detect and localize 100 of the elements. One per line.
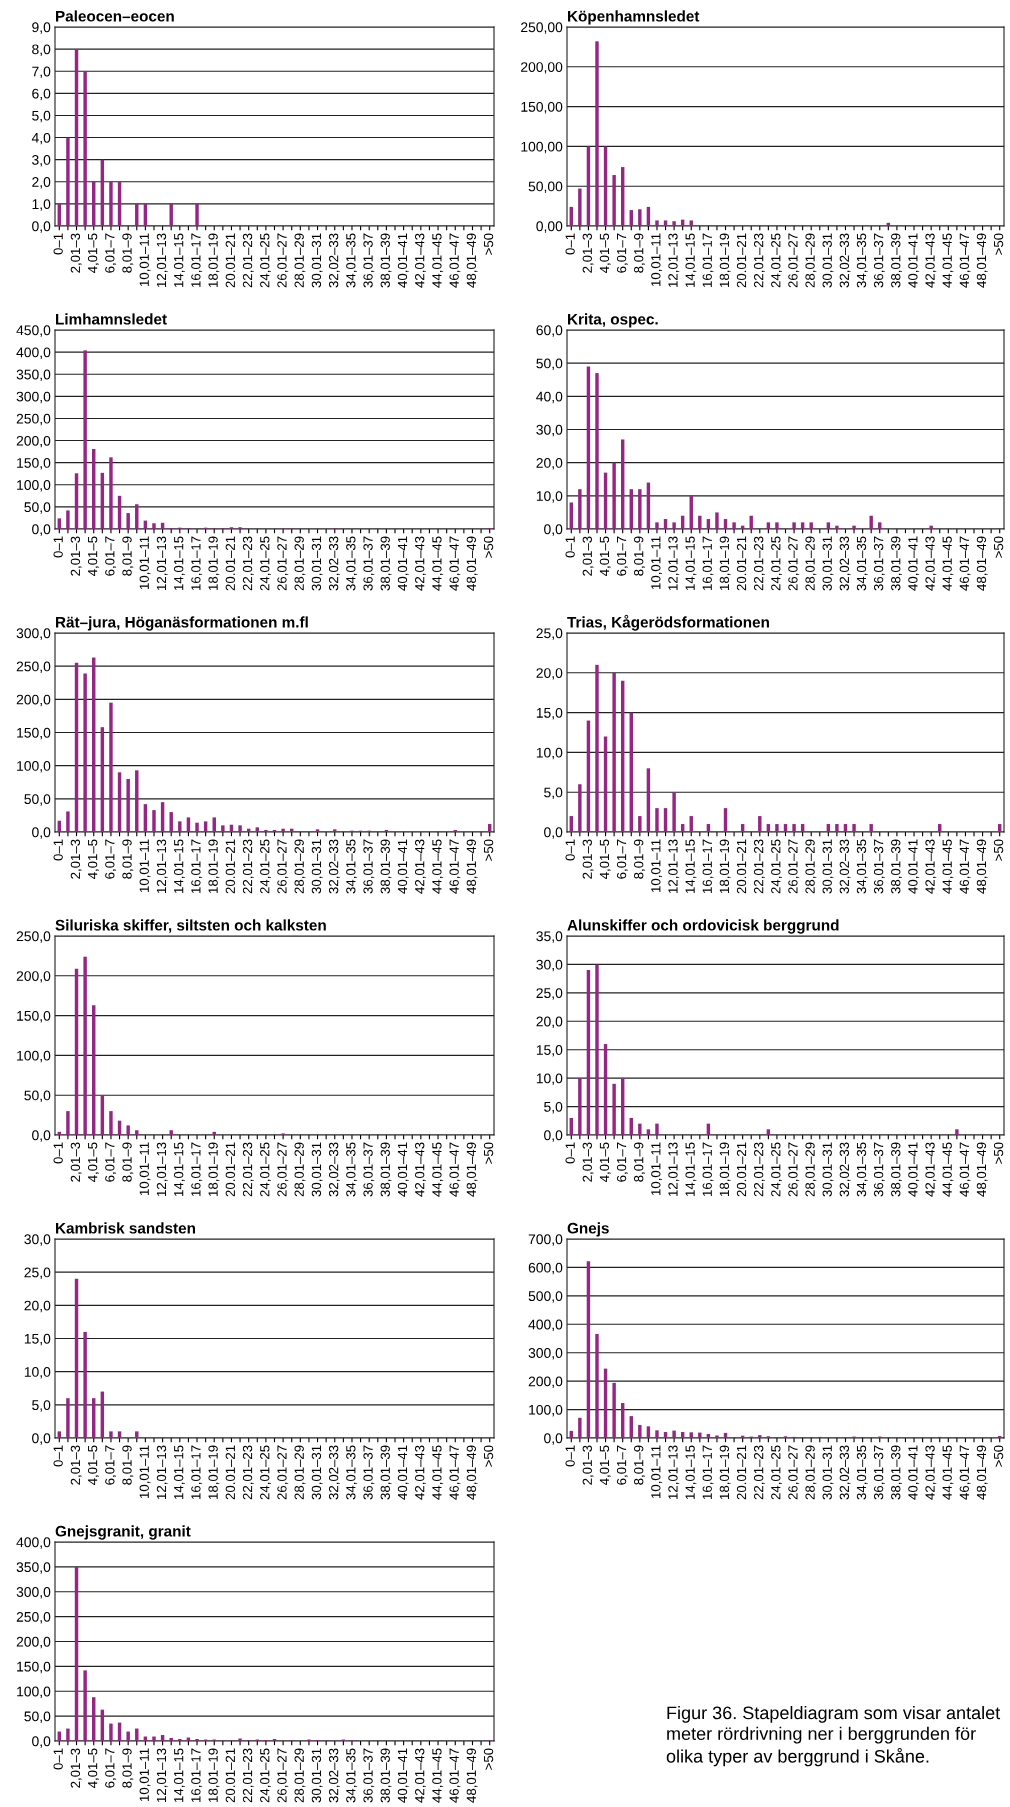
y-tick-label: 100,00 [521,141,563,154]
x-tick-label: 8,01–9 [122,839,134,879]
y-tick-label: 600,0 [528,1262,563,1275]
bar [612,1083,616,1135]
x-tick-label: 14,01–15 [174,839,185,893]
x-tick-label: 48,01–49 [976,1445,988,1500]
x-tick-label: 48,01–49 [976,1142,988,1197]
bar [186,817,191,832]
bar [83,956,87,1135]
x-tick-label: 14,01–15 [174,1142,185,1196]
x-tick-label: 6,01–7 [105,839,117,879]
x-tick-label: 22,01–23 [753,1445,765,1500]
x-tick-label: 28,01–29 [294,1445,306,1500]
bar [869,515,873,529]
bar [578,188,582,226]
bar [126,1125,130,1135]
bar [689,220,693,226]
bar [578,784,582,832]
y-tick-label: 0,0 [32,221,51,233]
y-tick-label: 50,00 [528,181,563,194]
bar [83,350,87,529]
y-tick-label: 50,0 [24,794,51,806]
x-tick-label: 38,01–39 [891,1142,902,1197]
x-tick-label: 42,01–43 [415,536,426,591]
y-tick-label: 30,0 [536,959,563,972]
x-tick-label: 48,01–49 [976,839,988,894]
x-tick-label: >50 [483,1748,494,1770]
x-tick-label: 38,01–39 [380,1142,392,1197]
x-tick-label: 2,01–3 [582,233,594,273]
x-tick-label: 10,01–11 [651,1445,663,1498]
x-tick-label: 28,01–29 [294,233,306,288]
y-tick-label: 60,0 [536,325,563,337]
x-tick-label: 22,01–23 [242,233,254,288]
x-tick-label: 8,01–9 [634,1142,645,1182]
bar [333,829,337,832]
bar [689,1432,693,1438]
x-tick-label: 10,01–11 [139,839,151,892]
x-tick-label: 36,01–37 [873,839,885,894]
x-tick-label: 46,01–47 [959,839,971,894]
y-tick-label: 8,0 [32,44,51,56]
x-tick-label: 34,01–35 [346,1445,358,1500]
bar [109,181,113,226]
x-tick-label: 42,01–43 [925,1142,937,1197]
x-tick-label: 42,01–43 [415,1445,426,1500]
x-tick-label: 40,01–41 [397,1748,409,1803]
x-tick-label: 10,01–11 [139,1445,151,1498]
bar [655,220,659,226]
x-tick-label: 44,01–45 [942,1142,954,1197]
bar [126,1731,130,1741]
x-tick-label: 36,01–37 [363,1445,375,1500]
x-tick-label: 6,01–7 [105,536,117,576]
x-tick-label: 38,01–39 [380,1748,392,1803]
x-tick-label: 4,01–5 [87,839,99,879]
x-tick-label: 34,01–35 [856,1142,868,1197]
x-tick-label: 0–1 [53,536,63,558]
bar [152,810,156,832]
x-tick-label: 20.01–21 [225,233,235,288]
x-tick-label: 30,01–31 [311,233,323,288]
bar [869,824,873,832]
x-tick-label: 28,01–29 [294,1748,306,1803]
y-tick-label: 2,0 [32,177,51,189]
bar [109,1723,113,1741]
bar [715,512,719,529]
x-tick-label: 0–1 [53,1445,63,1467]
x-tick-label: 46,01–47 [449,1748,461,1803]
y-tick-label: 300,0 [16,628,51,640]
bar [672,792,676,832]
x-tick-label: 20.01–21 [225,1445,235,1500]
x-tick-label: 44,01–45 [432,536,444,591]
chart-title: Gnejsgranit, granit [55,1525,191,1540]
x-tick-label: 28,01–29 [294,839,306,894]
x-tick-label: 4,01–5 [87,1142,99,1182]
y-tick-label: 100,0 [529,1404,563,1417]
bar [852,824,856,832]
bar [638,816,642,832]
bar [595,373,599,529]
y-tick-label: 250,0 [16,931,51,943]
bar [66,1728,70,1741]
y-tick-label: 0,0 [32,524,51,536]
x-tick-label: 38,01–39 [891,536,902,591]
y-tick-label: 100,0 [17,480,51,492]
x-tick-label: 22,01–23 [753,1142,765,1197]
x-tick-label: 32,02–33 [328,1142,340,1197]
y-tick-label: 150,0 [17,727,51,740]
y-tick-label: 10,0 [536,1073,563,1085]
x-tick-label: 16,01–17 [702,1142,714,1196]
y-tick-label: 20,0 [536,1016,563,1029]
bar [126,513,130,529]
bar [195,203,199,226]
x-tick-label: 12,01–13 [156,1142,168,1196]
y-tick-label: 0,00 [536,221,563,233]
x-tick-label: 38,01–39 [380,536,392,591]
x-tick-label: 4,01–5 [599,1445,611,1485]
x-tick-label: 8,01–9 [122,1142,134,1182]
y-tick-label: 300,0 [16,391,51,404]
x-tick-label: 48,01–49 [466,1748,478,1803]
y-tick-label: 150,0 [17,1661,51,1674]
y-tick-label: 200,0 [16,435,51,448]
y-tick-label: 25,0 [24,1267,51,1279]
x-tick-label: 18,01–19 [208,839,220,893]
